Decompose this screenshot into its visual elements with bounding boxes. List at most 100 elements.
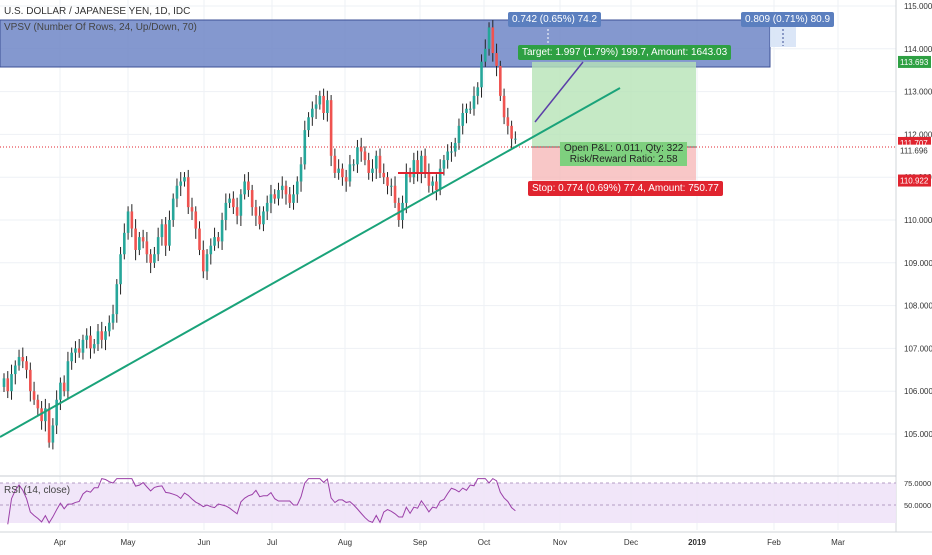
candle-body[interactable] [386,177,389,186]
candle-body[interactable] [77,348,81,353]
candle-body[interactable] [487,27,491,49]
candle-body[interactable] [243,181,246,195]
candle-body[interactable] [164,224,167,246]
candle-body[interactable] [62,382,66,392]
candle-body[interactable] [284,185,288,195]
candle-body[interactable] [13,365,17,375]
candle-body[interactable] [292,194,295,203]
candle-body[interactable] [100,331,104,340]
candle-body[interactable] [314,104,318,109]
candle-body[interactable] [258,215,261,225]
candle-body[interactable] [393,185,397,203]
candle-body[interactable] [149,254,152,263]
candle-body[interactable] [491,27,495,54]
candle-body[interactable] [265,202,269,212]
candle-body[interactable] [66,361,70,392]
candle-body[interactable] [423,155,427,173]
candle-body[interactable] [295,181,299,195]
candle-body[interactable] [435,181,438,191]
candle-body[interactable] [468,108,472,110]
candle-body[interactable] [333,155,337,173]
candle-body[interactable] [168,220,171,246]
candle-body[interactable] [341,168,344,178]
candle-body[interactable] [40,408,43,422]
candle-body[interactable] [465,108,468,113]
candle-body[interactable] [412,160,416,178]
candle-body[interactable] [359,147,363,152]
candle-body[interactable] [153,254,156,263]
candle-body[interactable] [47,408,51,443]
candle-body[interactable] [232,198,235,208]
candle-body[interactable] [367,160,371,173]
candle-body[interactable] [431,181,434,186]
candle-body[interactable] [247,181,250,191]
candle-body[interactable] [408,172,412,178]
candle-body[interactable] [81,339,85,353]
candle-body[interactable] [269,194,273,203]
candle-body[interactable] [55,399,58,426]
candle-body[interactable] [145,241,149,255]
candle-body[interactable] [213,237,216,246]
candle-body[interactable] [92,344,96,349]
candle-body[interactable] [378,155,382,173]
candle-body[interactable] [104,331,107,340]
candle-body[interactable] [483,48,487,62]
candle-body[interactable] [472,95,476,109]
candle-body[interactable] [186,177,190,208]
candle-body[interactable] [480,61,483,88]
candle-body[interactable] [457,125,461,143]
candle-body[interactable] [514,138,517,140]
candle-body[interactable] [405,172,408,203]
target-label[interactable]: Target: 1.997 (1.79%) 199.7, Amount: 164… [518,45,732,60]
drawing-overlays[interactable] [0,61,621,438]
candle-body[interactable] [363,151,367,161]
candle-body[interactable] [198,228,201,250]
candle-body[interactable] [123,232,126,255]
candle-body[interactable] [29,369,32,392]
candle-body[interactable] [201,249,205,272]
candle-body[interactable] [476,87,480,96]
candle-body[interactable] [179,181,183,186]
candle-body[interactable] [10,374,13,392]
candle-body[interactable] [17,356,21,366]
candle-body[interactable] [171,198,175,220]
candle-body[interactable] [126,211,130,233]
candle-body[interactable] [374,155,378,169]
candle-body[interactable] [21,356,25,362]
candlestick-series[interactable] [2,20,517,450]
candle-body[interactable] [194,211,198,229]
candle-body[interactable] [303,130,307,165]
candle-body[interactable] [111,314,115,323]
candle-body[interactable] [502,95,506,118]
candle-body[interactable] [288,194,292,203]
candle-body[interactable] [322,95,325,113]
candle-body[interactable] [326,100,329,113]
candle-body[interactable] [280,185,284,191]
candle-body[interactable] [6,378,10,392]
candle-body[interactable] [51,425,55,443]
candle-body[interactable] [96,331,100,345]
range-measure-right[interactable]: 0.809 (0.71%) 80.9 [741,12,835,27]
candle-body[interactable] [510,125,513,139]
candle-body[interactable] [89,335,92,349]
candle-body[interactable] [85,335,89,340]
candle-body[interactable] [239,194,243,216]
candle-body[interactable] [44,408,47,422]
candle-body[interactable] [160,224,164,238]
stop-label[interactable]: Stop: 0.774 (0.69%) 77.4, Amount: 750.77 [528,181,723,196]
candle-body[interactable] [224,202,228,220]
candle-body[interactable] [311,108,314,118]
candle-body[interactable] [138,237,141,250]
candle-body[interactable] [461,113,465,126]
symbol-title[interactable]: U.S. DOLLAR / JAPANESE YEN, 1D, IDC [4,6,191,17]
candle-body[interactable] [348,164,352,182]
candle-body[interactable] [344,177,348,182]
rsi-indicator-label[interactable]: RSI (14, close) [4,485,71,496]
candle-body[interactable] [262,211,265,225]
candle-body[interactable] [352,164,355,166]
candle-body[interactable] [450,151,453,153]
candle-body[interactable] [183,177,186,182]
candle-body[interactable] [438,168,442,191]
range-measure-left[interactable]: 0.742 (0.65%) 74.2 [508,12,602,27]
